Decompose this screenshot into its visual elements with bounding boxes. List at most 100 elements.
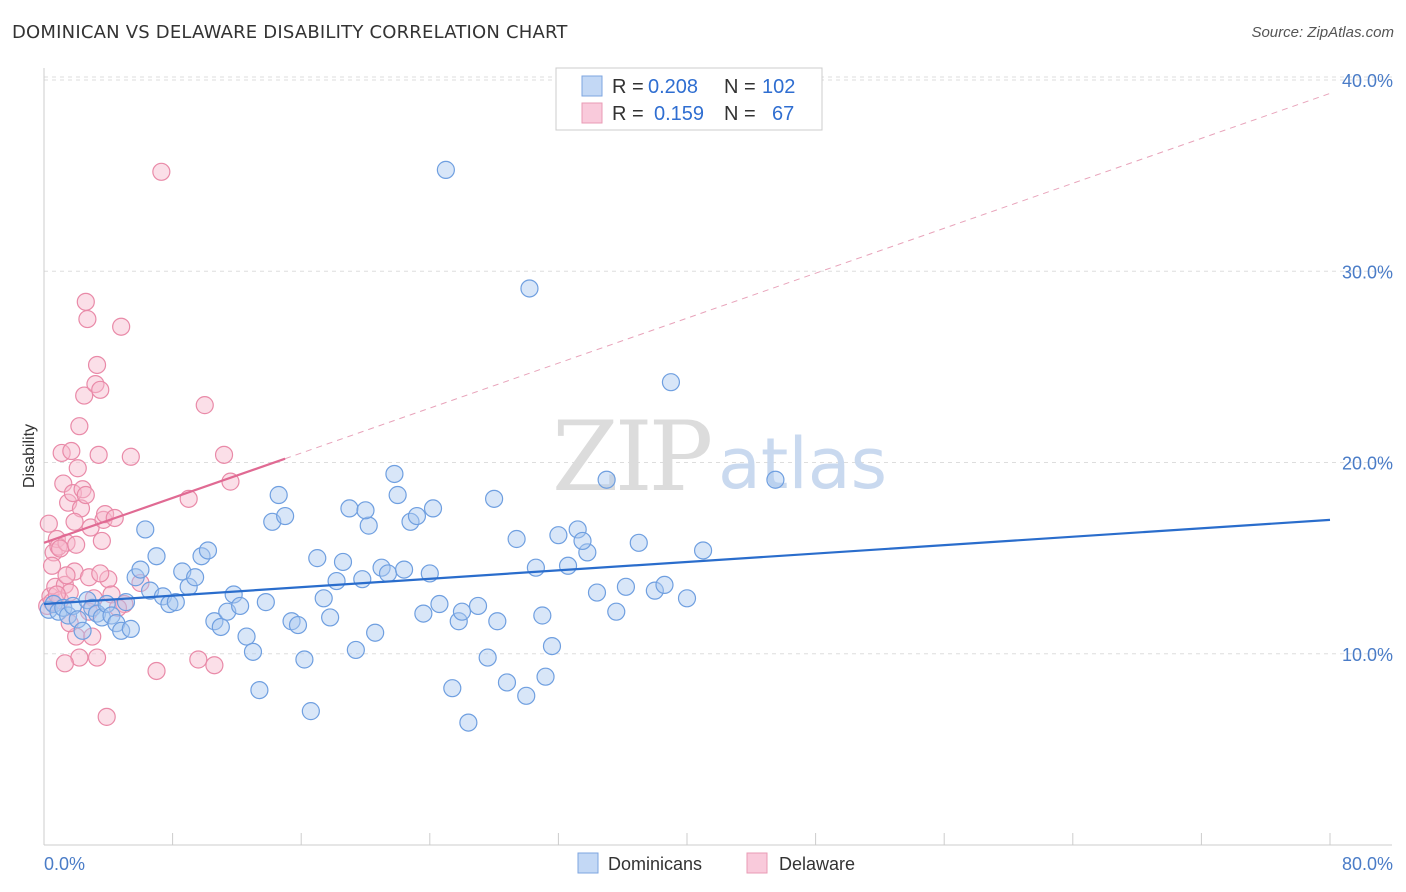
x-tick-label-max: 80.0%	[1342, 854, 1393, 874]
dominicans-point	[250, 680, 269, 700]
dominicans-point	[497, 673, 517, 692]
dominicans-point	[308, 549, 327, 568]
delaware-point	[92, 531, 111, 551]
dominicans-point	[314, 589, 333, 608]
bottom-legend-label-delaware: Delaware	[779, 854, 855, 874]
delaware-point	[65, 512, 84, 531]
dominicans-point	[73, 621, 92, 640]
legend-n-value-1: 102	[762, 76, 795, 98]
delaware-trend-line	[43, 457, 286, 544]
dominicans-point	[468, 596, 488, 616]
dominicans-point	[186, 568, 205, 587]
delaware-points	[38, 162, 240, 726]
dominicans-point	[568, 520, 587, 539]
dominicans-point	[436, 160, 455, 179]
dominicans-point	[616, 577, 636, 596]
delaware-point	[70, 417, 89, 436]
dominicans-point	[693, 541, 713, 560]
delaware-point	[214, 445, 234, 464]
watermark: ZIP atlas	[552, 401, 887, 513]
dominicans-point	[359, 516, 378, 535]
bottom-legend-swatch-delaware	[746, 852, 768, 874]
dominicans-point	[346, 640, 365, 660]
legend-r-value-1: 0.208	[648, 76, 698, 98]
delaware-point	[83, 627, 102, 646]
dominicans-point	[542, 636, 562, 656]
delaware-point	[39, 514, 58, 533]
delaware-point	[73, 480, 92, 499]
y-tick-label: 10.0%	[1342, 645, 1393, 665]
y-tick-label: 30.0%	[1342, 262, 1393, 282]
delaware-point	[195, 396, 214, 415]
delaware-point	[86, 374, 105, 394]
delaware-point	[79, 568, 99, 587]
dominicans-point	[288, 615, 308, 635]
dominicans-point	[321, 608, 340, 627]
dominicans-point	[558, 556, 578, 575]
dominicans-point	[340, 499, 359, 518]
dominicans-point	[430, 594, 449, 614]
dominicans-point	[243, 642, 263, 661]
y-tick-label: 20.0%	[1342, 454, 1393, 474]
dominicans-point	[485, 489, 504, 508]
delaware-point	[97, 707, 116, 726]
dominicans-point	[488, 612, 507, 631]
dominicans-point	[549, 526, 568, 545]
y-tick-label: 40.0%	[1342, 71, 1393, 91]
delaware-point	[54, 474, 73, 493]
delaware-point	[89, 445, 108, 464]
legend-r-value-2: 0.159	[654, 103, 704, 125]
watermark-atlas: atlas	[718, 423, 887, 505]
legend-r-label-1: R =	[612, 76, 644, 98]
dominicans-point	[449, 612, 468, 631]
dominicans-point	[378, 564, 398, 583]
delaware-point	[112, 317, 131, 336]
tick-label-layer: 10.0% 20.0% 30.0% 40.0% 0.0% 80.0%	[44, 71, 1393, 874]
dominicans-point	[269, 485, 288, 505]
dominicans-point	[333, 552, 353, 572]
dominicans-point	[507, 529, 526, 549]
dominicans-point	[452, 602, 472, 621]
dominicans-point	[677, 589, 697, 608]
legend-swatch-delaware	[581, 102, 603, 124]
dominicans-point	[478, 648, 497, 667]
dominicans-point	[526, 558, 545, 577]
delaware-point	[50, 539, 70, 558]
delaware-point	[67, 535, 86, 554]
dominicans-point	[356, 501, 375, 520]
y-axis-title: Disability	[21, 424, 38, 488]
delaware-point	[91, 380, 110, 399]
dominicans-point	[83, 598, 102, 617]
dominicans-point	[276, 506, 295, 526]
delaware-point	[87, 648, 107, 667]
dominicans-point	[366, 623, 385, 642]
dominicans-point	[517, 686, 536, 705]
delaware-point	[78, 309, 97, 329]
dominicans-point	[629, 533, 648, 552]
grid-layer	[43, 76, 1392, 845]
delaware-point	[205, 656, 224, 675]
chart-title: DOMINICAN VS DELAWARE DISABILITY CORRELA…	[12, 22, 568, 43]
delaware-point	[189, 650, 208, 669]
dominicans-point	[536, 667, 555, 686]
dominicans-point	[198, 541, 218, 560]
delaware-trend-extension	[284, 92, 1331, 460]
dominicans-point	[573, 531, 592, 551]
dominicans-point	[147, 547, 166, 566]
bottom-legend-swatch-dominicans	[577, 852, 599, 874]
delaware-point	[68, 459, 87, 478]
dominicans-point	[520, 279, 539, 298]
legend-n-value-2: 67	[772, 103, 794, 125]
delaware-point	[147, 661, 166, 681]
dominicans-point	[388, 485, 407, 505]
watermark-zip: ZIP	[552, 401, 711, 513]
dominicans-point	[407, 506, 427, 526]
dominicans-point	[166, 593, 185, 612]
chart-source: Source: ZipAtlas.com	[1251, 24, 1394, 41]
dominicans-point	[394, 560, 414, 579]
delaware-point	[42, 556, 62, 575]
legend-swatch-dominicans	[581, 75, 603, 97]
dominicans-point	[645, 581, 664, 600]
dominicans-point	[607, 602, 626, 621]
delaware-point	[55, 654, 74, 673]
